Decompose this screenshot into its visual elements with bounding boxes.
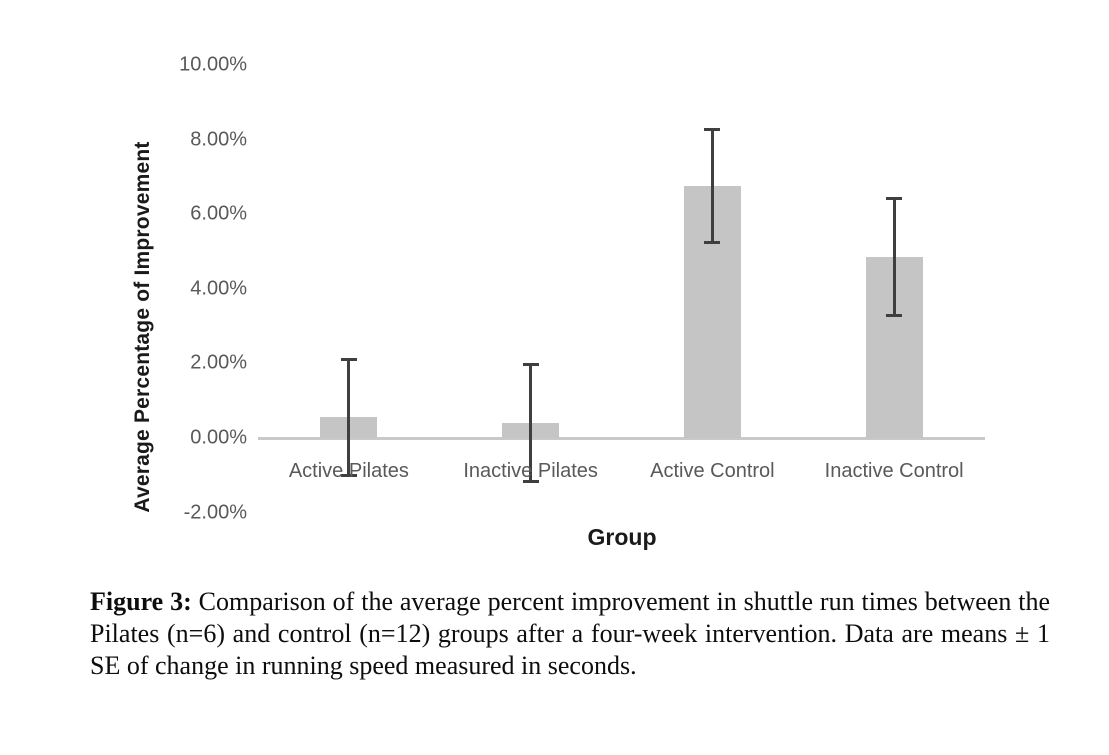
figure-caption-label: Figure 3: bbox=[90, 587, 192, 616]
x-category-label: Inactive Pilates bbox=[463, 460, 598, 482]
y-tick-label: 8.00% bbox=[190, 128, 247, 151]
error-bar bbox=[347, 357, 351, 478]
error-bar-cap bbox=[704, 241, 721, 245]
y-tick-label: 2.00% bbox=[190, 351, 247, 374]
y-tick-label: 0.00% bbox=[190, 426, 247, 449]
bar-chart: Average Percentage of Improvement 10.00%… bbox=[131, 53, 985, 550]
x-axis-line bbox=[258, 437, 985, 440]
y-tick-label: -2.00% bbox=[183, 501, 247, 524]
error-bar bbox=[710, 128, 714, 245]
figure-caption-text: Comparison of the average percent improv… bbox=[90, 587, 1051, 680]
error-bar-cap bbox=[340, 474, 357, 478]
error-bar-cap bbox=[886, 197, 903, 201]
error-bar-cap bbox=[886, 313, 903, 317]
error-bar-cap bbox=[340, 357, 357, 361]
error-bar-cap bbox=[522, 363, 539, 367]
error-bar-cap bbox=[704, 128, 721, 132]
y-tick-label: 6.00% bbox=[190, 202, 247, 225]
x-axis-title: Group bbox=[587, 524, 657, 550]
x-category-label: Active Pilates bbox=[288, 460, 409, 482]
y-tick-label: 10.00% bbox=[179, 53, 247, 76]
y-axis-title-text: Average Percentage of Improvement bbox=[131, 141, 154, 513]
error-bar-cap bbox=[522, 479, 539, 483]
figure-caption: Figure 3: Comparison of the average perc… bbox=[90, 586, 1050, 682]
x-category-label: Inactive Control bbox=[824, 460, 964, 482]
y-tick-label: 4.00% bbox=[190, 277, 247, 300]
error-bar bbox=[529, 363, 533, 483]
error-bar bbox=[892, 197, 896, 317]
x-category-label: Active Control bbox=[650, 460, 775, 482]
